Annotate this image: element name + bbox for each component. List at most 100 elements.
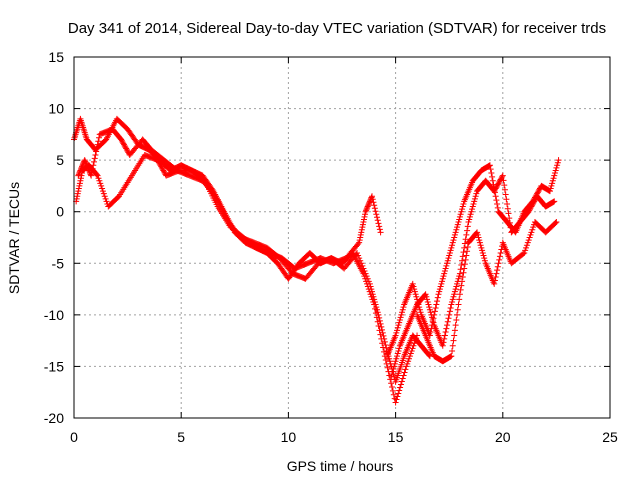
data-point <box>528 203 535 210</box>
data-point <box>120 140 127 147</box>
data-point <box>376 223 383 230</box>
data-point <box>94 172 101 179</box>
data-point <box>439 278 446 285</box>
data-point <box>370 199 377 206</box>
data-point <box>502 191 509 198</box>
data-point <box>97 180 104 187</box>
data-point <box>382 356 389 363</box>
data-point <box>424 298 431 305</box>
data-point <box>492 274 499 281</box>
data-point <box>500 177 507 184</box>
data-point <box>523 242 530 249</box>
data-point <box>499 173 506 180</box>
data-point <box>429 317 436 324</box>
data-point <box>427 309 434 316</box>
data-point <box>360 216 367 223</box>
data-point <box>379 340 386 347</box>
data-point <box>494 182 501 189</box>
data-point <box>391 360 398 367</box>
data-point <box>409 345 416 352</box>
data-point <box>361 268 368 275</box>
data-point <box>460 269 467 276</box>
data-point <box>365 202 372 209</box>
data-point <box>444 260 451 267</box>
data-point <box>488 170 495 177</box>
data-point <box>396 387 403 394</box>
data-point <box>531 198 538 205</box>
data-point <box>501 186 508 193</box>
data-point <box>525 208 532 215</box>
data-point <box>410 283 417 290</box>
data-point <box>473 190 480 197</box>
data-point <box>449 296 456 303</box>
data-point <box>449 298 456 305</box>
data-point <box>359 224 366 231</box>
data-point <box>443 325 450 332</box>
data-point <box>495 260 502 267</box>
data-point <box>357 234 364 241</box>
data-point <box>395 347 402 354</box>
data-point <box>369 196 376 203</box>
data-point <box>92 151 99 158</box>
data-point <box>441 332 448 339</box>
y-tick-label: 15 <box>48 49 64 65</box>
data-point <box>410 342 417 349</box>
data-point <box>464 243 471 250</box>
data-point <box>549 180 556 187</box>
data-point <box>491 277 498 284</box>
data-point <box>364 204 371 211</box>
data-point <box>551 198 558 205</box>
data-point <box>493 270 500 277</box>
data-point <box>472 193 479 200</box>
data-point <box>376 226 383 233</box>
data-point <box>526 207 533 214</box>
data-point <box>476 237 483 244</box>
data-point <box>459 274 466 281</box>
data-point <box>526 234 533 241</box>
data-point <box>446 311 453 318</box>
data-point <box>451 234 458 241</box>
data-point <box>448 353 455 360</box>
data-point <box>491 186 498 193</box>
data-point <box>506 215 513 222</box>
data-point <box>398 378 405 385</box>
data-point <box>118 136 125 143</box>
data-point <box>157 162 164 169</box>
data-point <box>454 224 461 231</box>
data-point <box>479 247 486 254</box>
data-point <box>550 175 557 182</box>
data-point <box>95 138 102 145</box>
data-point <box>406 355 412 362</box>
data-point <box>382 341 389 348</box>
data-point <box>357 231 364 238</box>
data-point <box>504 200 511 207</box>
data-point <box>506 219 513 226</box>
data-point <box>354 249 361 256</box>
data-point <box>429 314 436 321</box>
data-point <box>400 304 407 311</box>
y-tick-label: -15 <box>44 358 64 374</box>
data-point <box>446 308 453 315</box>
data-point <box>443 262 450 269</box>
y-axis-label: SDTVAR / TECUs <box>6 182 22 294</box>
data-point <box>404 360 411 367</box>
data-point <box>154 157 161 164</box>
data-point <box>377 320 384 327</box>
data-point <box>364 275 371 282</box>
data-point <box>458 208 465 215</box>
data-point <box>438 280 445 287</box>
data-point <box>430 319 437 326</box>
data-point <box>401 369 408 376</box>
grid <box>74 57 610 418</box>
data-point <box>552 219 559 226</box>
data-point <box>474 229 481 236</box>
data-point <box>552 167 559 174</box>
data-point <box>390 391 397 398</box>
data-point <box>98 182 105 189</box>
data-point <box>450 337 457 344</box>
y-tick-label: -20 <box>44 410 64 426</box>
data-point <box>394 353 401 360</box>
x-tick-label: 15 <box>388 429 404 445</box>
data-point <box>444 257 451 264</box>
data-point <box>451 288 458 295</box>
